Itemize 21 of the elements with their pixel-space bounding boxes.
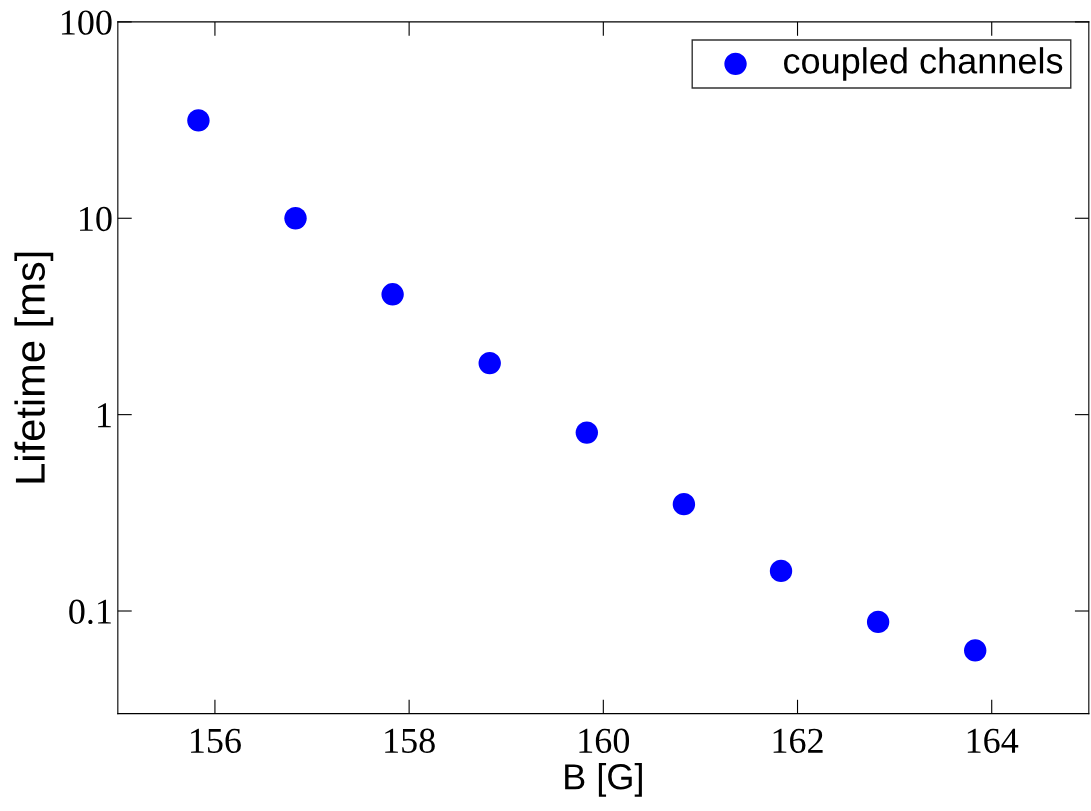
point <box>575 421 599 444</box>
point <box>769 559 793 583</box>
point <box>284 207 307 230</box>
y-axis-title: Lifetime [ms] <box>14 252 54 483</box>
x-tick-label: 162 <box>773 728 823 753</box>
legend-label: coupled channels <box>784 47 1063 81</box>
x-tick-label: 160 <box>579 728 630 753</box>
point <box>672 492 696 516</box>
point <box>964 639 987 662</box>
point <box>478 351 501 375</box>
x-tick-label: 156 <box>191 728 241 753</box>
y-tick-label: 0.1 <box>69 599 111 625</box>
y-tick-label: 1 <box>98 403 111 428</box>
x-tick-label: 158 <box>385 728 435 753</box>
point <box>866 610 890 634</box>
x-axis-title: B [G] <box>565 763 642 797</box>
point <box>381 283 404 306</box>
y-tick-label: 100 <box>61 10 112 35</box>
point <box>187 109 210 132</box>
y-tick-label: 10 <box>80 206 112 232</box>
x-tick-label: 164 <box>967 728 1019 753</box>
